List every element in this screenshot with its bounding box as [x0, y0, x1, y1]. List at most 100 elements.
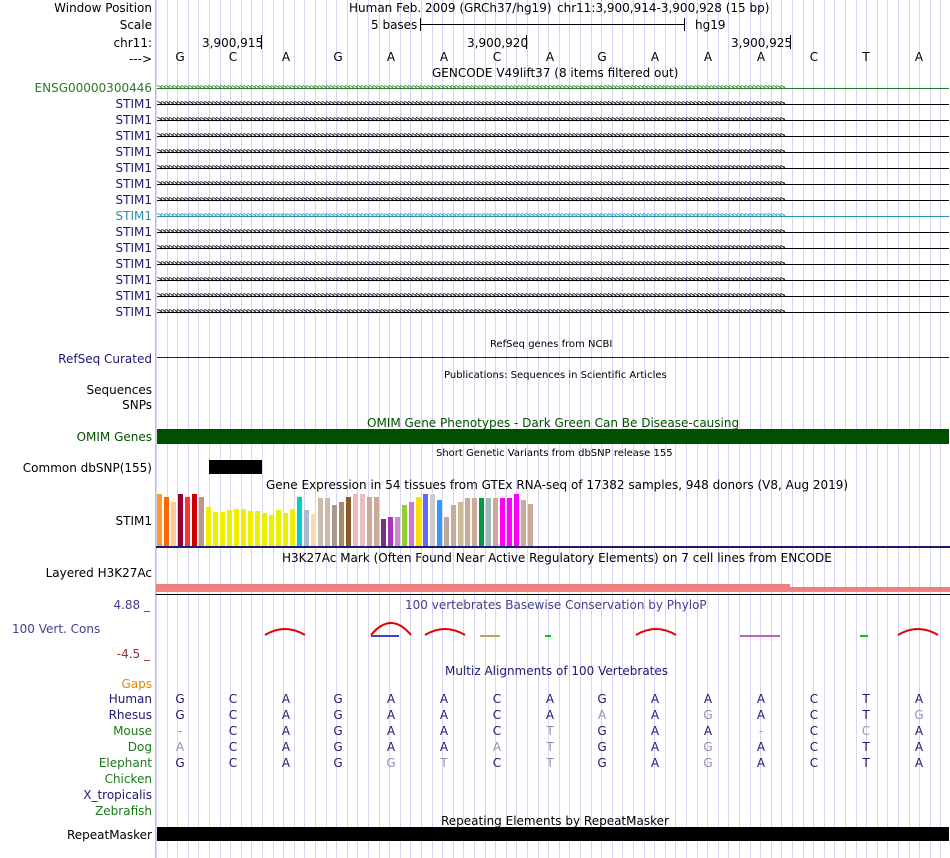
species-label[interactable]: Mouse: [113, 724, 152, 738]
gtex-tissue-bar[interactable]: [423, 494, 428, 546]
species-label[interactable]: Dog: [127, 740, 152, 754]
stim1-transcript-label[interactable]: STIM1: [115, 225, 152, 239]
gtex-tissue-bar[interactable]: [199, 497, 204, 546]
stim1-transcript-track[interactable]: >>>>>>>>>>>>>>>>>>>>>>>>>>>>>>>>>>>>>>>>…: [157, 116, 949, 124]
gtex-tissue-bar[interactable]: [346, 497, 351, 546]
gaps-label[interactable]: Gaps: [121, 677, 152, 691]
h3k27ac-signal[interactable]: [156, 584, 790, 591]
gtex-tissue-bar[interactable]: [304, 510, 309, 546]
snp-feature[interactable]: [209, 460, 262, 474]
gtex-tissue-bar[interactable]: [206, 507, 211, 546]
stim1-transcript-label[interactable]: STIM1: [115, 209, 152, 223]
species-label[interactable]: Human: [108, 692, 152, 706]
repeatmasker-title[interactable]: Repeating Elements by RepeatMasker: [441, 814, 669, 828]
refseq-track[interactable]: [157, 357, 949, 358]
gtex-tissue-bar[interactable]: [248, 511, 253, 546]
gtex-tissue-bar[interactable]: [339, 502, 344, 546]
gtex-tissue-bar[interactable]: [311, 514, 316, 546]
gtex-title[interactable]: Gene Expression in 54 tissues from GTEx …: [266, 478, 849, 492]
stim1-transcript-track[interactable]: >>>>>>>>>>>>>>>>>>>>>>>>>>>>>>>>>>>>>>>>…: [157, 244, 949, 252]
stim1-transcript-label[interactable]: STIM1: [115, 177, 152, 191]
gtex-tissue-bar[interactable]: [458, 502, 463, 546]
dbsnp-title[interactable]: Short Genetic Variants from dbSNP releas…: [436, 448, 673, 459]
stim1-transcript-label[interactable]: STIM1: [115, 289, 152, 303]
gtex-tissue-bar[interactable]: [255, 511, 260, 546]
gtex-tissue-bar[interactable]: [374, 497, 379, 546]
gtex-tissue-bar[interactable]: [171, 502, 176, 546]
publications-title[interactable]: Publications: Sequences in Scientific Ar…: [444, 370, 667, 381]
gencode-title[interactable]: GENCODE V49lift37 (8 items filtered out): [432, 66, 679, 80]
gtex-tissue-bar[interactable]: [213, 512, 218, 546]
gtex-tissue-bar[interactable]: [388, 517, 393, 546]
gtex-tissue-bar[interactable]: [507, 498, 512, 546]
publications-label[interactable]: SNPs: [122, 398, 152, 412]
refseq-label[interactable]: RefSeq Curated: [58, 352, 152, 366]
stim1-transcript-label[interactable]: STIM1: [115, 161, 152, 175]
species-label[interactable]: Chicken: [104, 772, 152, 786]
stim1-transcript-label[interactable]: STIM1: [115, 193, 152, 207]
species-label[interactable]: Rhesus: [108, 708, 152, 722]
stim1-transcript-track[interactable]: >>>>>>>>>>>>>>>>>>>>>>>>>>>>>>>>>>>>>>>>…: [157, 260, 949, 268]
gtex-tissue-bar[interactable]: [290, 509, 295, 546]
gtex-tissue-bar[interactable]: [416, 497, 421, 546]
gtex-tissue-bar[interactable]: [185, 497, 190, 546]
phylop-title[interactable]: 100 vertebrates Basewise Conservation by…: [405, 598, 707, 612]
gtex-tissue-bar[interactable]: [234, 509, 239, 546]
species-label[interactable]: Zebrafish: [95, 804, 152, 818]
gtex-tissue-bar[interactable]: [220, 512, 225, 546]
gtex-tissue-bar[interactable]: [500, 498, 505, 546]
gtex-tissue-bar[interactable]: [437, 500, 442, 546]
gtex-tissue-bar[interactable]: [227, 510, 232, 546]
gtex-tissue-bar[interactable]: [325, 498, 330, 546]
omim-title[interactable]: OMIM Gene Phenotypes - Dark Green Can Be…: [367, 416, 740, 430]
h3k27ac-signal[interactable]: [790, 587, 950, 591]
gtex-tissue-bar[interactable]: [528, 504, 533, 546]
stim1-transcript-label[interactable]: STIM1: [115, 273, 152, 287]
gtex-tissue-bar[interactable]: [269, 515, 274, 546]
stim1-transcript-label[interactable]: STIM1: [115, 113, 152, 127]
publications-label[interactable]: Sequences: [86, 383, 152, 397]
gtex-tissue-bar[interactable]: [493, 498, 498, 546]
h3k27ac-title[interactable]: H3K27Ac Mark (Often Found Near Active Re…: [282, 551, 832, 565]
gtex-tissue-bar[interactable]: [178, 494, 183, 546]
gtex-tissue-bar[interactable]: [164, 497, 169, 546]
gtex-tissue-bar[interactable]: [486, 498, 491, 546]
gtex-tissue-bar[interactable]: [381, 519, 386, 546]
stim1-transcript-track[interactable]: >>>>>>>>>>>>>>>>>>>>>>>>>>>>>>>>>>>>>>>>…: [157, 180, 949, 188]
gtex-tissue-bar[interactable]: [192, 494, 197, 546]
gtex-tissue-bar[interactable]: [479, 498, 484, 546]
repeatmasker-label[interactable]: RepeatMasker: [66, 828, 152, 842]
gtex-tissue-bar[interactable]: [318, 498, 323, 546]
gtex-bar-chart[interactable]: [156, 494, 536, 546]
gtex-tissue-bar[interactable]: [241, 509, 246, 546]
stim1-transcript-label[interactable]: STIM1: [115, 129, 152, 143]
species-label[interactable]: Elephant: [98, 756, 152, 770]
gtex-tissue-bar[interactable]: [395, 517, 400, 546]
gtex-tissue-bar[interactable]: [157, 494, 162, 546]
gtex-tissue-bar[interactable]: [521, 500, 526, 546]
gencode-gene-label[interactable]: ENSG00000300446: [34, 81, 152, 95]
stim1-transcript-track[interactable]: >>>>>>>>>>>>>>>>>>>>>>>>>>>>>>>>>>>>>>>>…: [157, 292, 949, 300]
gtex-tissue-bar[interactable]: [332, 505, 337, 546]
stim1-transcript-track[interactable]: >>>>>>>>>>>>>>>>>>>>>>>>>>>>>>>>>>>>>>>>…: [157, 228, 949, 236]
gtex-tissue-bar[interactable]: [409, 502, 414, 546]
stim1-transcript-label[interactable]: STIM1: [115, 145, 152, 159]
omim-track[interactable]: [157, 429, 949, 444]
species-label[interactable]: X_tropicalis: [83, 788, 152, 802]
stim1-transcript-label[interactable]: STIM1: [115, 257, 152, 271]
gtex-label[interactable]: STIM1: [115, 514, 152, 528]
gtex-tissue-bar[interactable]: [430, 494, 435, 546]
phylop-label[interactable]: 100 Vert. Cons: [12, 622, 101, 636]
gtex-tissue-bar[interactable]: [514, 494, 519, 546]
stim1-transcript-track[interactable]: >>>>>>>>>>>>>>>>>>>>>>>>>>>>>>>>>>>>>>>>…: [157, 164, 949, 172]
gtex-tissue-bar[interactable]: [444, 517, 449, 546]
refseq-title[interactable]: RefSeq genes from NCBI: [490, 339, 613, 350]
stim1-transcript-track[interactable]: >>>>>>>>>>>>>>>>>>>>>>>>>>>>>>>>>>>>>>>>…: [157, 132, 949, 140]
gtex-tissue-bar[interactable]: [353, 494, 358, 546]
stim1-transcript-track[interactable]: >>>>>>>>>>>>>>>>>>>>>>>>>>>>>>>>>>>>>>>>…: [157, 100, 949, 108]
gtex-tissue-bar[interactable]: [262, 513, 267, 546]
gtex-tissue-bar[interactable]: [402, 505, 407, 546]
gtex-tissue-bar[interactable]: [276, 510, 281, 546]
stim1-transcript-label[interactable]: STIM1: [115, 97, 152, 111]
stim1-transcript-track[interactable]: >>>>>>>>>>>>>>>>>>>>>>>>>>>>>>>>>>>>>>>>…: [157, 196, 949, 204]
